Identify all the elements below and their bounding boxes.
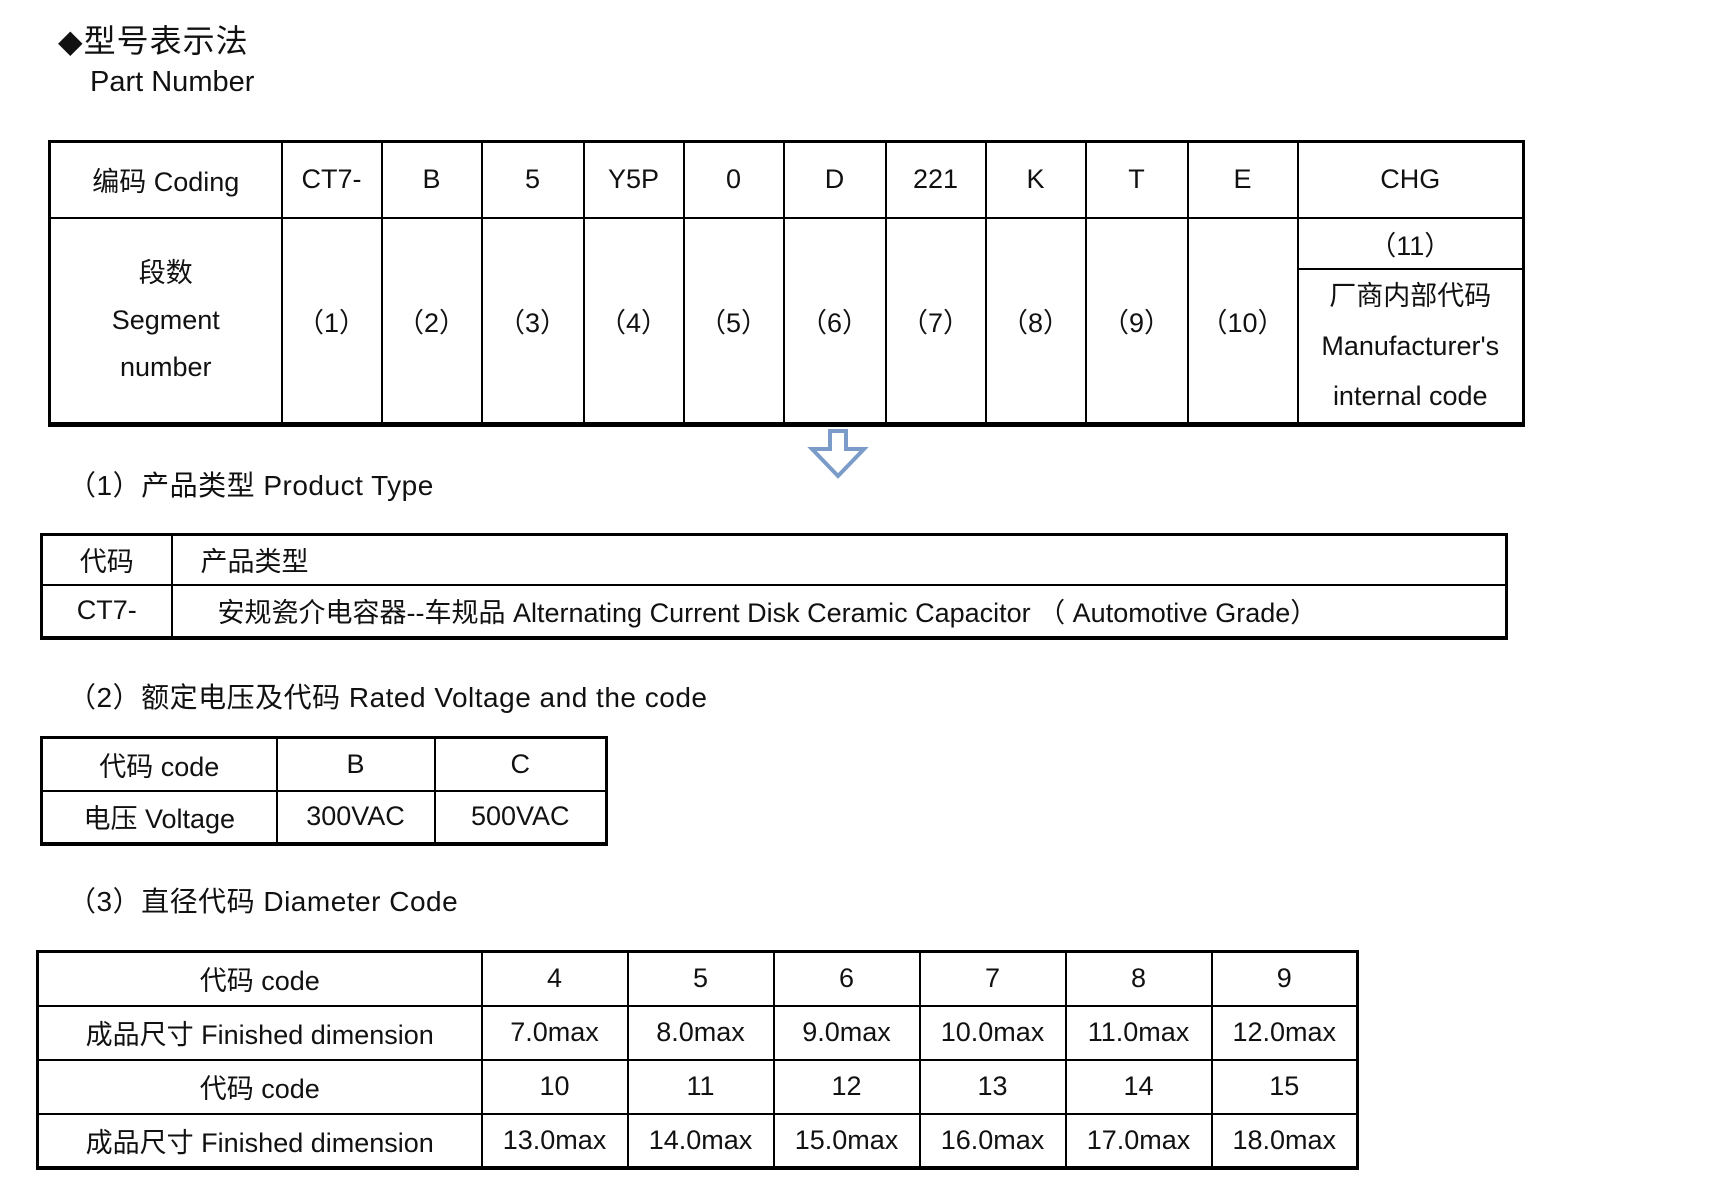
page-subtitle: Part Number bbox=[90, 66, 255, 98]
cell-value: 15.0max bbox=[772, 1112, 921, 1169]
segment-row: 段数 Segment number （1） （2） （3） （4） （5） （6… bbox=[48, 216, 1525, 425]
segment11-manufacturer-cell: （11） 厂商内部代码 Manufacturer's internal code bbox=[1296, 216, 1525, 425]
cell-voltage-c: 500VAC bbox=[433, 789, 608, 845]
cell-value: 7.0max bbox=[480, 1004, 629, 1061]
cell-value: 9.0max bbox=[772, 1004, 921, 1061]
table-row: 电压 Voltage 300VAC 500VAC bbox=[40, 789, 608, 845]
diameter-code-table: 代码 code 4 5 6 7 8 9 成品尺寸 Finished dimens… bbox=[36, 950, 1359, 1170]
cell-value: 5 bbox=[626, 950, 775, 1007]
row-label: 代码 code bbox=[36, 950, 483, 1007]
cell-value: 12 bbox=[772, 1058, 921, 1115]
code-cell: Y5P bbox=[582, 140, 685, 219]
cell-voltage-label: 电压 Voltage bbox=[40, 789, 278, 845]
cell-value: 6 bbox=[772, 950, 921, 1007]
row-label: 成品尺寸 Finished dimension bbox=[36, 1112, 483, 1169]
manufacturer-code-cell: 厂商内部代码 Manufacturer's internal code bbox=[1300, 270, 1522, 422]
code-cell: E bbox=[1186, 140, 1299, 219]
code-cell: K bbox=[984, 140, 1087, 219]
manufacturer-label-en: Manufacturer's bbox=[1321, 330, 1500, 361]
code-cell: 0 bbox=[682, 140, 785, 219]
segment-cell: （10） bbox=[1186, 216, 1299, 425]
segment-cell: （4） bbox=[582, 216, 685, 425]
table-row: 成品尺寸 Finished dimension 13.0max 14.0max … bbox=[36, 1112, 1359, 1169]
table-row: 代码 code 4 5 6 7 8 9 bbox=[36, 950, 1359, 1007]
coding-row-label: 编码 Coding bbox=[48, 140, 283, 219]
row-label: 代码 code bbox=[36, 1058, 483, 1115]
part-number-coding-table: 编码 Coding CT7- B 5 Y5P 0 D 221 K T E CHG… bbox=[48, 140, 1525, 427]
cell-value: 8.0max bbox=[626, 1004, 775, 1061]
header-code: 代码 bbox=[40, 533, 173, 586]
cell-product-type: 安规瓷介电容器--车规品 Alternating Current Disk Ce… bbox=[170, 583, 1508, 639]
header-code-b: B bbox=[275, 736, 436, 792]
segment-cell: （6） bbox=[782, 216, 887, 425]
down-arrow-icon bbox=[807, 429, 869, 479]
cell-value: 12.0max bbox=[1210, 1004, 1359, 1061]
segment-cell: （1） bbox=[280, 216, 383, 425]
code-cell: B bbox=[380, 140, 483, 219]
cell-voltage-b: 300VAC bbox=[275, 789, 436, 845]
cell-value: 18.0max bbox=[1210, 1112, 1359, 1169]
cell-value: 9 bbox=[1210, 950, 1359, 1007]
segment-cell: （9） bbox=[1084, 216, 1189, 425]
segment-row-label: 段数 Segment number bbox=[48, 216, 283, 425]
table-row: 代码 产品类型 bbox=[40, 533, 1508, 586]
section1-heading: （1）产品类型 Product Type bbox=[68, 470, 434, 501]
manufacturer-label-cn: 厂商内部代码 bbox=[1329, 280, 1492, 311]
cell-value: 13.0max bbox=[480, 1112, 629, 1169]
code-cell: D bbox=[782, 140, 887, 219]
segment-cell: （3） bbox=[480, 216, 585, 425]
coding-row: 编码 Coding CT7- B 5 Y5P 0 D 221 K T E CHG bbox=[48, 140, 1525, 219]
cell-code: CT7- bbox=[40, 583, 173, 639]
segment-label-cn: 段数 bbox=[138, 257, 193, 288]
section3-heading: （3）直径代码 Diameter Code bbox=[68, 886, 459, 917]
cell-value: 16.0max bbox=[918, 1112, 1067, 1169]
segment-cell: （7） bbox=[884, 216, 987, 425]
table-row: CT7- 安规瓷介电容器--车规品 Alternating Current Di… bbox=[40, 583, 1508, 639]
table-row: 代码 code B C bbox=[40, 736, 608, 792]
cell-value: 15 bbox=[1210, 1058, 1359, 1115]
product-type-table: 代码 产品类型 CT7- 安规瓷介电容器--车规品 Alternating Cu… bbox=[40, 533, 1508, 640]
page-title: ◆型号表示法 bbox=[58, 23, 249, 59]
cell-value: 4 bbox=[480, 950, 629, 1007]
segment-cell: （5） bbox=[682, 216, 785, 425]
segment11-cell: （11） bbox=[1299, 219, 1522, 270]
segment-cell: （8） bbox=[984, 216, 1087, 425]
manufacturer-label-en: internal code bbox=[1332, 380, 1488, 411]
segment-label-en: number bbox=[119, 351, 212, 382]
rated-voltage-table: 代码 code B C 电压 Voltage 300VAC 500VAC bbox=[40, 736, 608, 846]
section2-heading: （2）额定电压及代码 Rated Voltage and the code bbox=[68, 682, 708, 713]
code-cell: CT7- bbox=[280, 140, 383, 219]
code-cell: T bbox=[1084, 140, 1189, 219]
header-code-c: C bbox=[433, 736, 608, 792]
row-label: 成品尺寸 Finished dimension bbox=[36, 1004, 483, 1061]
segment-label-en: Segment bbox=[111, 304, 220, 335]
code-cell: 221 bbox=[884, 140, 987, 219]
cell-value: 10.0max bbox=[918, 1004, 1067, 1061]
cell-value: 8 bbox=[1064, 950, 1213, 1007]
code-cell: 5 bbox=[480, 140, 585, 219]
header-code: 代码 code bbox=[40, 736, 278, 792]
down-arrow-shape bbox=[807, 429, 869, 479]
table-row: 成品尺寸 Finished dimension 7.0max 8.0max 9.… bbox=[36, 1004, 1359, 1061]
cell-value: 11.0max bbox=[1064, 1004, 1213, 1061]
header-product-type: 产品类型 bbox=[170, 533, 1508, 586]
cell-value: 11 bbox=[626, 1058, 775, 1115]
segment-cell: （2） bbox=[380, 216, 483, 425]
code-cell: CHG bbox=[1296, 140, 1525, 219]
table-row: 代码 code 10 11 12 13 14 15 bbox=[36, 1058, 1359, 1115]
cell-value: 14.0max bbox=[626, 1112, 775, 1169]
cell-value: 14 bbox=[1064, 1058, 1213, 1115]
cell-value: 13 bbox=[918, 1058, 1067, 1115]
cell-value: 10 bbox=[480, 1058, 629, 1115]
cell-value: 17.0max bbox=[1064, 1112, 1213, 1169]
cell-value: 7 bbox=[918, 950, 1067, 1007]
